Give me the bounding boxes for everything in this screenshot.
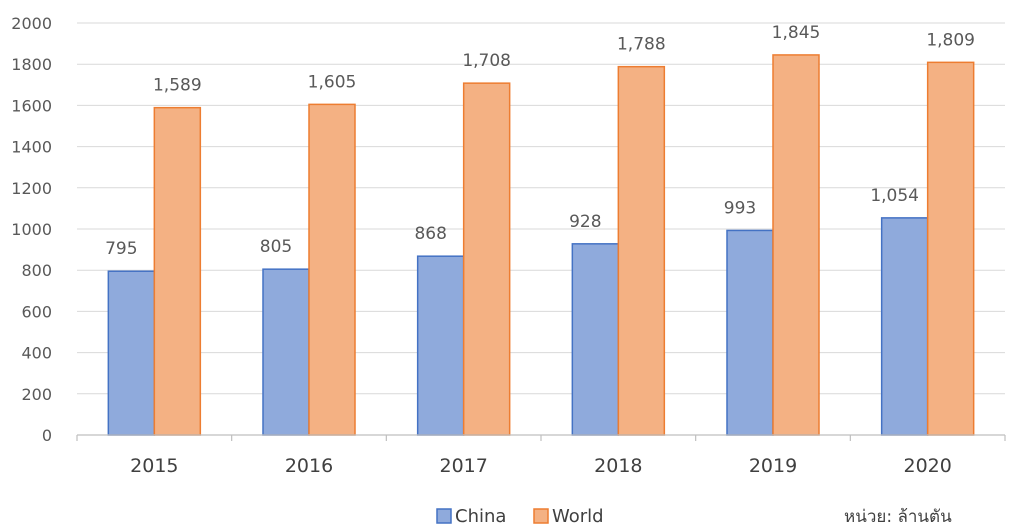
y-tick-label: 1400 — [11, 138, 52, 157]
x-axis: 2015 2016 2017 2018 2019 2020 — [76, 434, 1006, 477]
y-tick-label: 1000 — [11, 220, 52, 239]
x-tick-label: 2017 — [439, 455, 487, 477]
data-label-world: 1,788 — [617, 35, 666, 55]
bar-china-2015 — [107, 270, 156, 436]
data-label-world: 1,589 — [153, 76, 202, 96]
y-tick-label: 200 — [21, 385, 52, 404]
bar-china-2019 — [726, 229, 774, 436]
x-tick-label: 2019 — [749, 455, 797, 477]
y-axis: 0 200 400 600 800 1000 1200 1400 1600 1800 2000 — [11, 14, 52, 445]
unit-note: หน่วย: ล้านตัน — [844, 507, 952, 524]
bars — [107, 54, 975, 436]
bar-china-2016 — [262, 268, 310, 436]
data-label-china: 795 — [105, 239, 137, 259]
bar-world-2015 — [153, 106, 202, 436]
legend-swatch-china — [436, 508, 452, 524]
y-tick-label: 600 — [21, 302, 52, 321]
legend: China World — [436, 506, 604, 524]
bar-world-2019 — [772, 54, 820, 436]
data-label-china: 993 — [724, 198, 756, 218]
data-label-world: 1,845 — [772, 23, 821, 43]
bar-china-2018 — [571, 243, 620, 436]
legend-swatch-world — [533, 508, 549, 524]
x-tick-label: 2018 — [594, 455, 642, 477]
bar-china-2017 — [416, 255, 465, 436]
data-label-world: 1,605 — [308, 72, 357, 92]
bar-world-2018 — [617, 65, 666, 436]
y-tick-label: 2000 — [11, 14, 52, 33]
data-label-china: 868 — [414, 224, 446, 244]
y-tick-label: 0 — [42, 426, 52, 445]
legend-label-china: China — [455, 506, 506, 524]
bar-china-2020 — [880, 217, 929, 436]
x-tick-label: 2016 — [285, 455, 333, 477]
legend-label-world: World — [552, 506, 604, 524]
bar-world-2016 — [308, 103, 356, 436]
bar-world-2020 — [926, 61, 975, 436]
y-tick-label: 1200 — [11, 179, 52, 198]
y-tick-label: 1800 — [11, 55, 52, 74]
gridlines — [77, 22, 1005, 395]
data-label-china: 805 — [260, 237, 292, 257]
data-label-world: 1,708 — [462, 51, 511, 71]
y-tick-label: 400 — [21, 344, 52, 363]
y-tick-label: 800 — [21, 261, 52, 280]
data-label-china: 928 — [569, 212, 601, 232]
data-label-world: 1,809 — [926, 30, 975, 50]
data-label-china: 1,054 — [870, 186, 919, 206]
x-tick-label: 2020 — [903, 455, 951, 477]
x-tick-label: 2015 — [130, 455, 178, 477]
data-labels: 795 805 868 928 993 1,054 1,589 1,605 1,708 1,788… — [105, 23, 975, 259]
bar-world-2017 — [462, 82, 511, 436]
y-tick-label: 1600 — [11, 96, 52, 115]
